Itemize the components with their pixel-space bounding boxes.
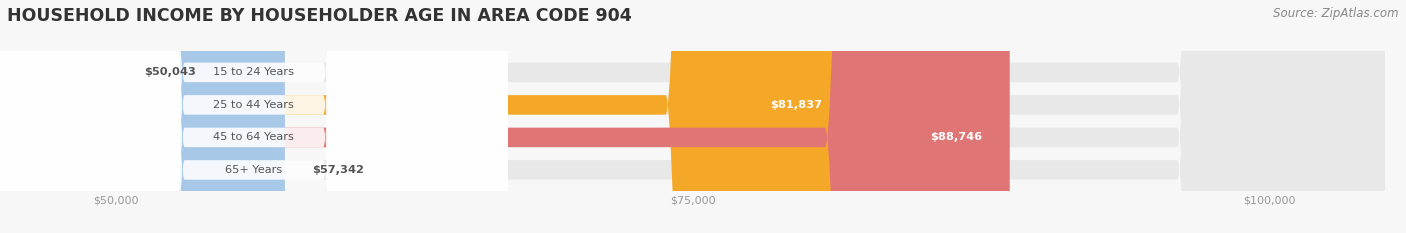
FancyBboxPatch shape [0,0,508,233]
Text: 45 to 64 Years: 45 to 64 Years [214,132,294,142]
Text: 25 to 44 Years: 25 to 44 Years [214,100,294,110]
Text: $81,837: $81,837 [770,100,823,110]
Text: $57,342: $57,342 [312,165,364,175]
FancyBboxPatch shape [0,0,851,233]
Text: $88,746: $88,746 [929,132,981,142]
Text: $50,043: $50,043 [143,67,195,77]
FancyBboxPatch shape [0,0,184,233]
FancyBboxPatch shape [0,0,508,233]
Text: 15 to 24 Years: 15 to 24 Years [214,67,294,77]
Text: Source: ZipAtlas.com: Source: ZipAtlas.com [1274,7,1399,20]
FancyBboxPatch shape [0,0,1010,233]
Text: HOUSEHOLD INCOME BY HOUSEHOLDER AGE IN AREA CODE 904: HOUSEHOLD INCOME BY HOUSEHOLDER AGE IN A… [7,7,631,25]
Text: 65+ Years: 65+ Years [225,165,283,175]
FancyBboxPatch shape [0,0,285,233]
FancyBboxPatch shape [0,0,508,233]
FancyBboxPatch shape [0,0,508,233]
